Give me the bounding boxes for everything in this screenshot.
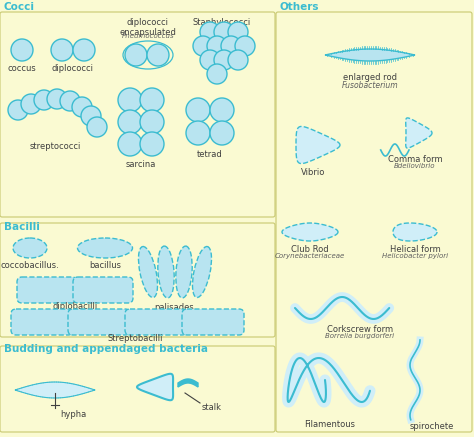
Text: coccobacillus.: coccobacillus. (0, 261, 59, 270)
Circle shape (147, 44, 169, 66)
Circle shape (87, 117, 107, 137)
Circle shape (21, 94, 41, 114)
Circle shape (228, 22, 248, 42)
Text: stalk: stalk (202, 403, 222, 412)
Ellipse shape (192, 246, 211, 298)
Text: palisades.: palisades. (154, 303, 196, 312)
Circle shape (118, 88, 142, 112)
Circle shape (140, 110, 164, 134)
Circle shape (235, 36, 255, 56)
Polygon shape (393, 223, 437, 241)
Circle shape (207, 64, 227, 84)
Ellipse shape (176, 246, 192, 298)
Polygon shape (325, 49, 415, 61)
Circle shape (186, 121, 210, 145)
Text: Corkscrew form: Corkscrew form (327, 325, 393, 334)
Text: sarcina: sarcina (126, 160, 156, 169)
FancyBboxPatch shape (0, 223, 275, 337)
Circle shape (200, 50, 220, 70)
Text: Borrelia burgdorferi: Borrelia burgdorferi (326, 333, 394, 339)
Polygon shape (137, 374, 173, 400)
FancyBboxPatch shape (17, 277, 77, 303)
Polygon shape (178, 379, 198, 387)
Circle shape (51, 39, 73, 61)
Circle shape (125, 44, 147, 66)
Text: enlarged rod: enlarged rod (343, 73, 397, 82)
Circle shape (140, 132, 164, 156)
Text: spirochete: spirochete (410, 422, 454, 431)
Text: Helicobacter pylori: Helicobacter pylori (382, 253, 448, 259)
Text: Streptobacilli: Streptobacilli (107, 334, 163, 343)
Circle shape (118, 110, 142, 134)
Text: coccus: coccus (8, 64, 36, 73)
Text: Helical form: Helical form (390, 245, 440, 254)
FancyBboxPatch shape (182, 309, 244, 335)
FancyBboxPatch shape (73, 277, 133, 303)
Circle shape (11, 39, 33, 61)
Text: Budding and appendaged bacteria: Budding and appendaged bacteria (4, 344, 208, 354)
Ellipse shape (78, 238, 133, 258)
Ellipse shape (13, 238, 47, 258)
Text: bacillus: bacillus (89, 261, 121, 270)
Circle shape (60, 91, 80, 111)
Circle shape (210, 98, 234, 122)
Text: Comma form: Comma form (388, 155, 442, 164)
Text: streptococci: streptococci (29, 142, 81, 151)
Circle shape (214, 50, 234, 70)
Circle shape (221, 36, 241, 56)
Text: Filamentous: Filamentous (304, 420, 356, 429)
Text: Club Rod: Club Rod (291, 245, 329, 254)
Circle shape (186, 98, 210, 122)
Ellipse shape (158, 246, 174, 298)
FancyBboxPatch shape (0, 12, 275, 217)
Polygon shape (15, 382, 95, 398)
Polygon shape (296, 126, 340, 163)
Circle shape (81, 106, 101, 126)
Circle shape (228, 50, 248, 70)
Circle shape (140, 88, 164, 112)
Circle shape (207, 36, 227, 56)
Circle shape (34, 90, 54, 110)
FancyBboxPatch shape (125, 309, 187, 335)
Text: diplobacilli: diplobacilli (52, 302, 98, 311)
Circle shape (193, 36, 213, 56)
Text: Fusobacterium: Fusobacterium (342, 81, 398, 90)
Circle shape (8, 100, 28, 120)
Circle shape (200, 22, 220, 42)
Ellipse shape (123, 41, 173, 69)
FancyBboxPatch shape (0, 346, 275, 432)
FancyBboxPatch shape (276, 12, 472, 432)
Circle shape (72, 97, 92, 117)
Text: Vibrio: Vibrio (301, 168, 325, 177)
Polygon shape (282, 223, 338, 241)
Circle shape (214, 22, 234, 42)
Circle shape (73, 39, 95, 61)
Ellipse shape (138, 246, 157, 298)
Text: Cocci: Cocci (4, 2, 35, 12)
FancyBboxPatch shape (11, 309, 73, 335)
FancyBboxPatch shape (68, 309, 130, 335)
Text: Bdellovibrio: Bdellovibrio (394, 163, 436, 169)
Circle shape (118, 132, 142, 156)
Text: tetrad: tetrad (197, 150, 223, 159)
Circle shape (47, 89, 67, 109)
Text: Bacilli: Bacilli (4, 222, 40, 232)
Text: Pneumococcus: Pneumococcus (122, 33, 174, 39)
Text: Others: Others (280, 2, 319, 12)
Text: Staphylococci: Staphylococci (193, 18, 251, 27)
Text: hypha: hypha (60, 410, 86, 419)
Polygon shape (406, 118, 432, 148)
Text: diplococci
encapsulated: diplococci encapsulated (119, 18, 176, 38)
Text: Corynebacteriaceae: Corynebacteriaceae (275, 253, 345, 259)
Text: diplococci: diplococci (52, 64, 94, 73)
Circle shape (210, 121, 234, 145)
